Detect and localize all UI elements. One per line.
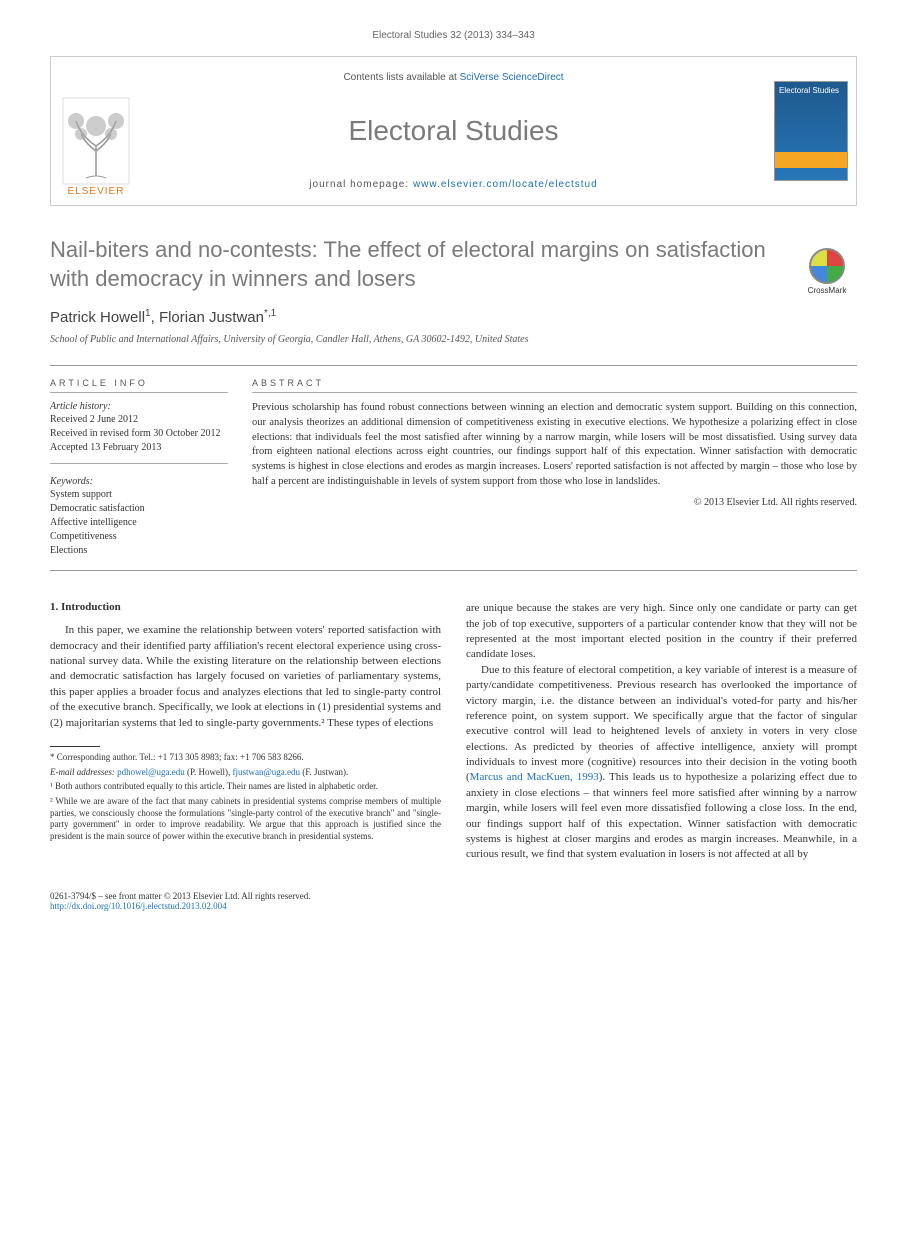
author-sep: ,	[151, 309, 159, 326]
footnote-2: ² While we are aware of the fact that ma…	[50, 796, 441, 843]
authors-line: Patrick Howell1, Florian Justwan*,1	[50, 308, 857, 326]
article-info-heading: ARTICLE INFO	[50, 378, 228, 393]
footnote-1: ¹ Both authors contributed equally to th…	[50, 781, 441, 793]
contents-prefix: Contents lists available at	[343, 72, 459, 83]
homepage-prefix: journal homepage:	[309, 179, 413, 190]
article-history-block: Article history: Received 2 June 2012 Re…	[50, 401, 228, 464]
cover-title: Electoral Studies	[775, 82, 847, 99]
citation-marcus-mackuen[interactable]: Marcus and MacKuen, 1993	[470, 771, 599, 783]
email-link-1[interactable]: pdhowel@uga.edu	[117, 767, 185, 777]
email-who-2: (F. Justwan).	[300, 767, 348, 777]
sciencedirect-link[interactable]: SciVerse ScienceDirect	[460, 72, 564, 83]
corresponding-author-note: * Corresponding author. Tel.: +1 713 305…	[50, 752, 441, 764]
intro-paragraph-1: In this paper, we examine the relationsh…	[50, 623, 441, 731]
keywords-block: Keywords: System support Democratic sati…	[50, 476, 228, 558]
crossmark-label: CrossMark	[797, 286, 857, 295]
accepted-date: Accepted 13 February 2013	[50, 441, 228, 455]
email-link-2[interactable]: fjustwan@uga.edu	[232, 767, 300, 777]
keyword: System support	[50, 488, 228, 502]
publisher-logo: ELSEVIER	[51, 57, 141, 205]
left-column: 1. Introduction In this paper, we examin…	[50, 601, 441, 863]
right-column: are unique because the stakes are very h…	[466, 601, 857, 863]
keyword: Democratic satisfaction	[50, 502, 228, 516]
journal-name: Electoral Studies	[141, 115, 766, 147]
keyword: Affective intelligence	[50, 516, 228, 530]
keyword: Competitiveness	[50, 530, 228, 544]
footnote-separator	[50, 746, 100, 747]
section-title: Introduction	[61, 601, 121, 613]
body-two-columns: 1. Introduction In this paper, we examin…	[50, 601, 857, 863]
email-footnote: E-mail addresses: pdhowel@uga.edu (P. Ho…	[50, 767, 441, 779]
journal-cover-image: Electoral Studies	[774, 81, 848, 181]
elsevier-tree-icon	[61, 96, 131, 186]
affiliation: School of Public and International Affai…	[50, 334, 857, 345]
section-heading: 1. Introduction	[50, 601, 441, 613]
homepage-line: journal homepage: www.elsevier.com/locat…	[141, 179, 766, 190]
article-title: Nail-biters and no-contests: The effect …	[50, 236, 857, 293]
received-date: Received 2 June 2012	[50, 413, 228, 427]
footer-left: 0261-3794/$ – see front matter © 2013 El…	[50, 891, 311, 911]
abstract-text: Previous scholarship has found robust co…	[252, 401, 857, 489]
email-label: E-mail addresses:	[50, 767, 117, 777]
section-number: 1.	[50, 601, 58, 613]
keywords-subhead: Keywords:	[50, 476, 228, 487]
page-footer: 0261-3794/$ – see front matter © 2013 El…	[50, 883, 857, 911]
crossmark-badge[interactable]: CrossMark	[797, 248, 857, 298]
history-subhead: Article history:	[50, 401, 228, 412]
journal-header-box: ELSEVIER Contents lists available at Sci…	[50, 56, 857, 206]
author-1: Patrick Howell	[50, 309, 145, 326]
cover-strip	[775, 152, 847, 168]
intro-paragraph-1-cont: are unique because the stakes are very h…	[466, 601, 857, 663]
email-who-1: (P. Howell),	[185, 767, 233, 777]
journal-citation: Electoral Studies 32 (2013) 334–343	[50, 30, 857, 41]
journal-cover-container: Electoral Studies	[766, 57, 856, 205]
publisher-name: ELSEVIER	[68, 186, 125, 197]
crossmark-icon	[809, 248, 845, 284]
author-2-note: *,1	[264, 308, 276, 319]
abstract-heading: ABSTRACT	[252, 378, 857, 393]
intro-paragraph-2: Due to this feature of electoral competi…	[466, 663, 857, 863]
doi-link[interactable]: http://dx.doi.org/10.1016/j.electstud.20…	[50, 901, 227, 911]
abstract-copyright: © 2013 Elsevier Ltd. All rights reserved…	[252, 497, 857, 508]
keyword: Elections	[50, 544, 228, 558]
para-2-part-b: ). This leads us to hypothesize a polari…	[466, 771, 857, 860]
header-center: Contents lists available at SciVerse Sci…	[141, 57, 766, 205]
front-matter-line: 0261-3794/$ – see front matter © 2013 El…	[50, 891, 311, 901]
contents-available-line: Contents lists available at SciVerse Sci…	[141, 72, 766, 83]
abstract-column: ABSTRACT Previous scholarship has found …	[240, 366, 857, 570]
homepage-link[interactable]: www.elsevier.com/locate/electstud	[413, 179, 598, 190]
article-info-column: ARTICLE INFO Article history: Received 2…	[50, 366, 240, 570]
para-2-part-a: Due to this feature of electoral competi…	[466, 664, 857, 784]
info-abstract-row: ARTICLE INFO Article history: Received 2…	[50, 365, 857, 571]
revised-date: Received in revised form 30 October 2012	[50, 427, 228, 441]
author-2: Florian Justwan	[159, 309, 264, 326]
